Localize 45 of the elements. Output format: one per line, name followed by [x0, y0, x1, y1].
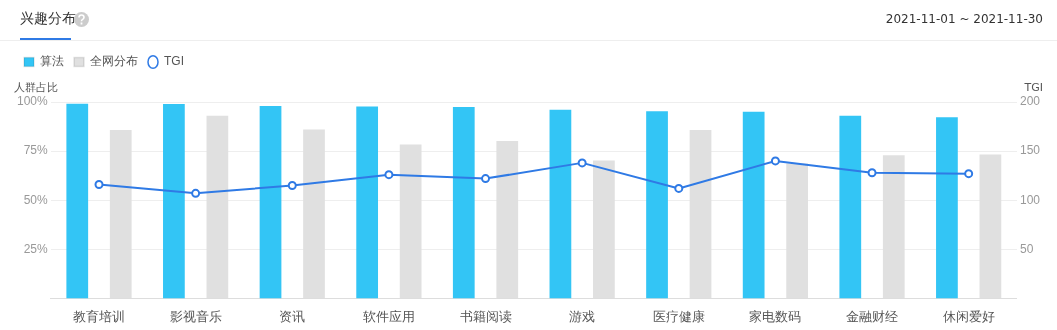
x-tick-label: 资讯 — [279, 308, 306, 324]
bar — [742, 111, 765, 299]
x-tick-label: 游戏 — [569, 308, 596, 324]
point — [867, 168, 877, 178]
legend-label: TGI — [164, 54, 184, 69]
chart-title: 兴趣分布 — [20, 10, 76, 28]
y-tick-label: 50% — [23, 192, 49, 207]
y-tick-label: 75% — [23, 143, 49, 158]
bar — [549, 109, 572, 299]
legend-label: 全网分布 — [90, 54, 138, 69]
legend-label: 算法 — [40, 54, 64, 69]
point — [191, 188, 201, 198]
y-axis-title: 人群占比 — [14, 81, 58, 95]
y2-tick-label: 150 — [1019, 143, 1041, 158]
x-tick-label: 书籍阅读 — [459, 308, 512, 324]
chart-subtitle: 2021-11-01 ~ 2021-11-30 — [885, 12, 1043, 26]
bar — [259, 106, 282, 299]
bar — [356, 106, 379, 299]
point — [964, 169, 974, 179]
bar — [839, 115, 862, 299]
y2-tick-label: 50 — [1019, 241, 1034, 256]
x-tick-label: 软件应用 — [362, 308, 415, 324]
x-tick-label: 影视音乐 — [169, 308, 222, 324]
y-tick-label: 25% — [23, 241, 49, 256]
x-tick-label: 金融财经 — [846, 308, 899, 324]
x-tick-label: 休闲爱好 — [942, 308, 995, 324]
point — [481, 174, 491, 184]
bar — [452, 106, 475, 299]
y2-axis-title: TGI — [1023, 81, 1043, 95]
bar — [163, 103, 185, 299]
point — [674, 183, 684, 193]
bar — [66, 103, 89, 299]
y2-tick-label: 100 — [1019, 192, 1041, 207]
point — [287, 180, 297, 190]
point — [94, 179, 104, 189]
y2-tick-label: 200 — [1019, 94, 1041, 109]
point — [384, 170, 394, 180]
x-tick-label: 家电数码 — [749, 308, 802, 324]
x-tick-label: 医疗健康 — [652, 308, 705, 324]
y-tick-label: 100% — [16, 94, 49, 109]
point — [577, 158, 587, 168]
bar — [646, 111, 668, 299]
bar — [936, 117, 958, 299]
point — [770, 156, 780, 166]
x-tick-label: 教育培训 — [73, 308, 126, 324]
